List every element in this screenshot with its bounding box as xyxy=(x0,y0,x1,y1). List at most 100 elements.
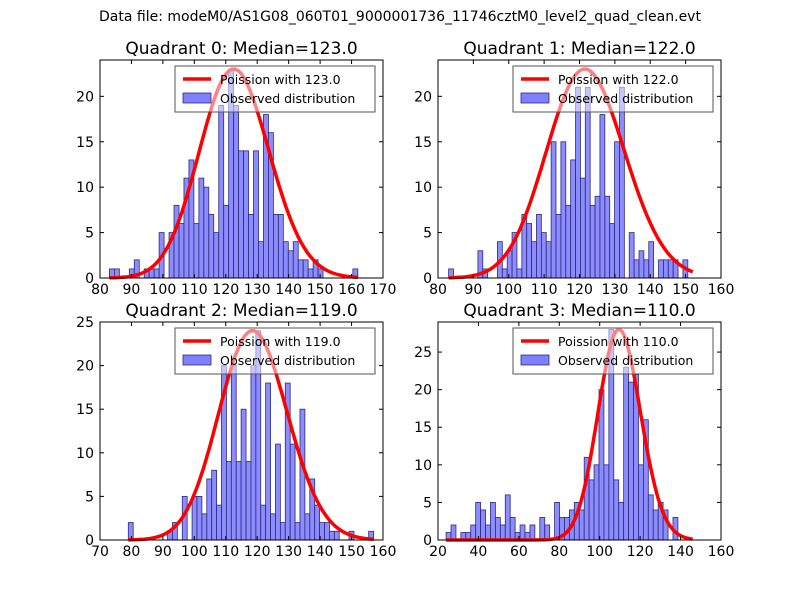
histogram-bar xyxy=(588,479,595,541)
y-tick-label: 15 xyxy=(414,420,432,436)
legend-label-poisson: Poission with 110.0 xyxy=(558,334,679,349)
histogram-bar xyxy=(519,524,526,541)
x-tick-label: 20 xyxy=(429,544,447,560)
histogram-bar xyxy=(226,461,232,541)
y-tick-label: 25 xyxy=(414,345,432,361)
x-tick-label: 160 xyxy=(708,282,735,298)
x-tick-label: 140 xyxy=(637,282,664,298)
histogram-bar xyxy=(253,150,259,279)
legend-box xyxy=(174,65,376,113)
histogram-bar xyxy=(633,259,640,279)
y-tick-label: 10 xyxy=(414,180,432,196)
histogram-bar xyxy=(279,522,286,541)
histogram-bar xyxy=(603,464,610,541)
histogram-bar xyxy=(299,408,306,541)
y-tick-label: 0 xyxy=(85,271,94,287)
histogram-bar xyxy=(127,522,134,541)
histogram-bar xyxy=(555,214,562,279)
histogram-bar xyxy=(248,214,254,279)
histogram-bar xyxy=(307,268,314,279)
histogram-bar xyxy=(297,259,304,279)
histogram-bar xyxy=(480,509,486,541)
histogram-bar xyxy=(265,382,271,541)
histogram-bar xyxy=(652,509,659,541)
histogram-bar xyxy=(536,214,542,279)
histogram-bar xyxy=(230,365,237,541)
x-tick-label: 150 xyxy=(338,544,365,560)
x-tick-label: 100 xyxy=(150,282,177,298)
histogram-bar xyxy=(531,241,537,279)
x-tick-label: 110 xyxy=(212,544,239,560)
subplot-title: Quadrant 3: Median=110.0 xyxy=(463,301,695,321)
x-tick-label: 120 xyxy=(212,282,239,298)
histogram-bar xyxy=(287,250,294,279)
histogram-bar xyxy=(270,513,276,541)
x-tick-label: 90 xyxy=(123,282,141,298)
histogram-bar xyxy=(223,204,230,279)
histogram-bar xyxy=(201,513,208,541)
histogram-bar xyxy=(580,177,586,279)
y-tick-label: 20 xyxy=(414,89,432,105)
x-tick-label: 120 xyxy=(566,282,593,298)
histogram-bar xyxy=(211,469,217,541)
x-tick-label: 110 xyxy=(181,282,208,298)
histogram-bar xyxy=(213,232,220,279)
histogram-bar xyxy=(208,214,215,279)
histogram-bar xyxy=(614,141,620,279)
subplot-title: Quadrant 0: Median=123.0 xyxy=(125,39,357,59)
y-tick-label: 0 xyxy=(423,533,432,549)
histogram-bar xyxy=(526,223,533,279)
histogram-bar xyxy=(613,479,620,541)
histogram-bar xyxy=(173,204,180,279)
histogram-bar xyxy=(647,494,654,541)
histogram-bar xyxy=(529,524,536,541)
y-tick-label: 15 xyxy=(414,135,432,151)
axes-frame xyxy=(99,59,384,279)
figure-title: Data file: modeM0/AS1G08_060T01_90000017… xyxy=(99,9,701,25)
x-tick-label: 40 xyxy=(470,544,488,560)
legend-box xyxy=(512,65,714,113)
y-tick-label: 15 xyxy=(76,135,94,151)
y-tick-label: 10 xyxy=(414,458,432,474)
subplot-quadrant-2: Quadrant 2: Median=119.070 80 90 100 110 120 1… xyxy=(76,301,396,560)
subplot-quadrant-3: Quadrant 3: Median=110.020 40 60 80 100 120 14… xyxy=(414,301,734,560)
x-tick-label: 120 xyxy=(627,544,654,560)
histogram-bar xyxy=(216,504,222,541)
x-tick-label: 130 xyxy=(275,544,302,560)
histogram-bar xyxy=(565,204,572,279)
histogram-bar xyxy=(282,241,289,279)
x-tick-label: 160 xyxy=(370,544,397,560)
histogram-bar xyxy=(643,259,650,279)
y-tick-label: 5 xyxy=(85,226,94,242)
y-tick-label: 5 xyxy=(423,495,432,511)
histogram-bar xyxy=(619,86,625,279)
x-tick-label: 80 xyxy=(550,544,568,560)
x-tick-label: 140 xyxy=(667,544,694,560)
legend-label-observed: Observed distribution xyxy=(220,91,355,106)
histogram-bar xyxy=(260,504,267,541)
y-tick-label: 20 xyxy=(414,383,432,399)
y-tick-label: 5 xyxy=(423,226,432,242)
x-tick-label: 80 xyxy=(91,282,109,298)
legend-label-observed: Observed distribution xyxy=(220,353,355,368)
histogram-bar xyxy=(193,223,200,279)
histogram-bar xyxy=(648,241,655,279)
histogram-bar xyxy=(198,177,205,279)
subplot-quadrant-1: Quadrant 1: Median=122.080 90 100 110 120 130… xyxy=(414,39,734,298)
legend: Poission with 110.0 Observed distribution xyxy=(512,327,714,375)
histogram-bar xyxy=(604,195,611,279)
x-tick-label: 90 xyxy=(154,544,172,560)
histogram-bar xyxy=(235,461,242,541)
legend-bar-swatch xyxy=(520,92,550,104)
x-tick-label: 160 xyxy=(708,544,735,560)
histogram-bar xyxy=(470,524,477,541)
histogram-bar xyxy=(539,517,546,541)
histogram-bar xyxy=(218,105,225,279)
x-tick-label: 110 xyxy=(531,282,558,298)
y-tick-label: 5 xyxy=(85,489,94,505)
x-tick-label: 100 xyxy=(586,544,613,560)
histogram-bar xyxy=(609,223,615,279)
x-tick-label: 80 xyxy=(429,282,447,298)
histogram-bar xyxy=(292,241,299,279)
